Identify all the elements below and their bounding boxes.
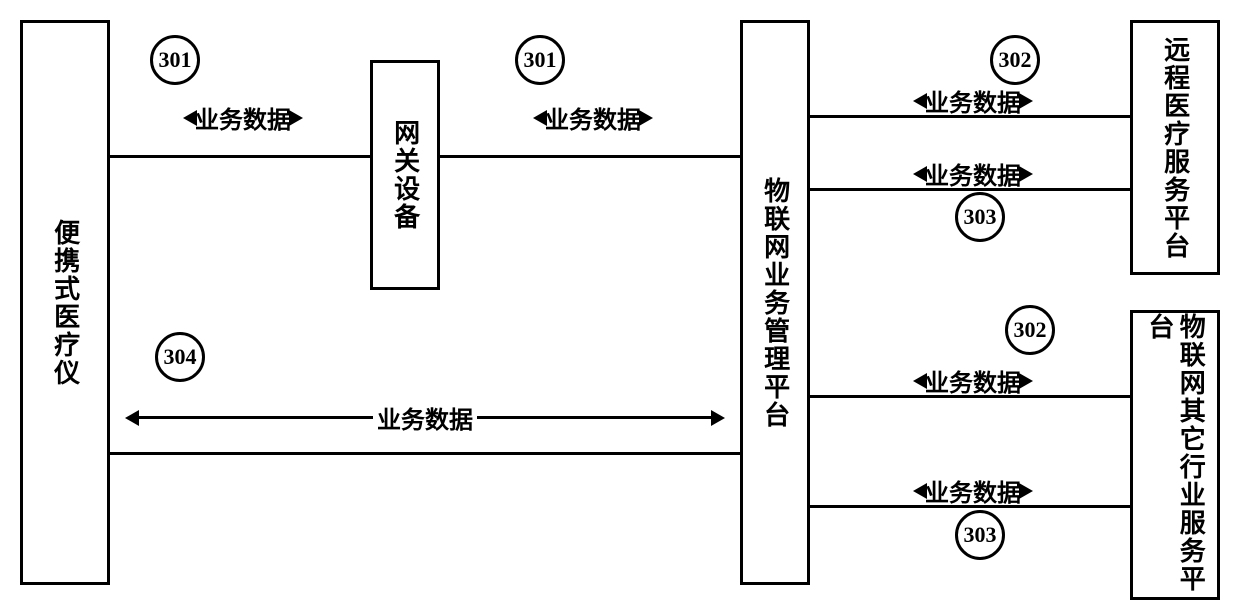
circle-301b: 301	[515, 35, 565, 85]
box-remote-medical: 远程医疗服务平台	[1130, 20, 1220, 275]
box-remote-medical-label: 远程医疗服务平台	[1159, 36, 1190, 260]
arrow-label-l3: 业务数据	[913, 83, 1033, 118]
arrow-label-l1: 业务数据	[183, 100, 303, 135]
circle-303b: 303	[955, 510, 1005, 560]
box-portable-device-label: 便携式医疗仪	[49, 219, 80, 387]
circle-303a-label: 303	[964, 204, 997, 230]
line-l2	[440, 155, 740, 158]
circle-302b-label: 302	[1014, 317, 1047, 343]
circle-302a-label: 302	[999, 47, 1032, 73]
line-l1	[110, 155, 370, 158]
arrow-label-l5: 业务数据	[913, 363, 1033, 398]
arrow-line-right	[477, 416, 711, 419]
box-iot-platform-label: 物联网业务管理平台	[759, 177, 790, 429]
circle-302b: 302	[1005, 305, 1055, 355]
box-other-iot: 物联网其它行业服务平台	[1130, 310, 1220, 600]
circle-304-label: 304	[164, 344, 197, 370]
circle-301a-label: 301	[159, 47, 192, 73]
circle-302a: 302	[990, 35, 1040, 85]
arrow-right-icon	[711, 410, 725, 426]
arrow-label-l2-text: 业务数据	[545, 100, 641, 135]
arrow-label-l7-text: 业务数据	[925, 473, 1021, 508]
box-iot-platform: 物联网业务管理平台	[740, 20, 810, 585]
circle-301b-label: 301	[524, 47, 557, 73]
arrow-line-left	[139, 416, 373, 419]
box-portable-device: 便携式医疗仪	[20, 20, 110, 585]
arrow-left-icon	[125, 410, 139, 426]
circle-303b-label: 303	[964, 522, 997, 548]
arrow-label-l7: 业务数据	[913, 473, 1033, 508]
arrow-label-l5-text: 业务数据	[925, 363, 1021, 398]
circle-304: 304	[155, 332, 205, 382]
arrow-label-l1-text: 业务数据	[195, 100, 291, 135]
arrow-label-l3-text: 业务数据	[925, 83, 1021, 118]
box-gateway-label: 网关设备	[389, 119, 420, 231]
arrow-label-l6-text: 业务数据	[377, 400, 473, 435]
circle-303a: 303	[955, 192, 1005, 242]
arrow-label-l4-text: 业务数据	[925, 156, 1021, 191]
circle-301a: 301	[150, 35, 200, 85]
arrow-label-l2: 业务数据	[533, 100, 653, 135]
line-l6	[110, 452, 740, 455]
arrow-label-l6: 业务数据	[125, 400, 725, 435]
architecture-diagram: 便携式医疗仪 网关设备 物联网业务管理平台 远程医疗服务平台 物联网其它行业服务…	[0, 0, 1239, 613]
box-other-iot-label: 物联网其它行业服务平台	[1144, 313, 1206, 597]
arrow-label-l4: 业务数据	[913, 156, 1033, 191]
box-gateway: 网关设备	[370, 60, 440, 290]
